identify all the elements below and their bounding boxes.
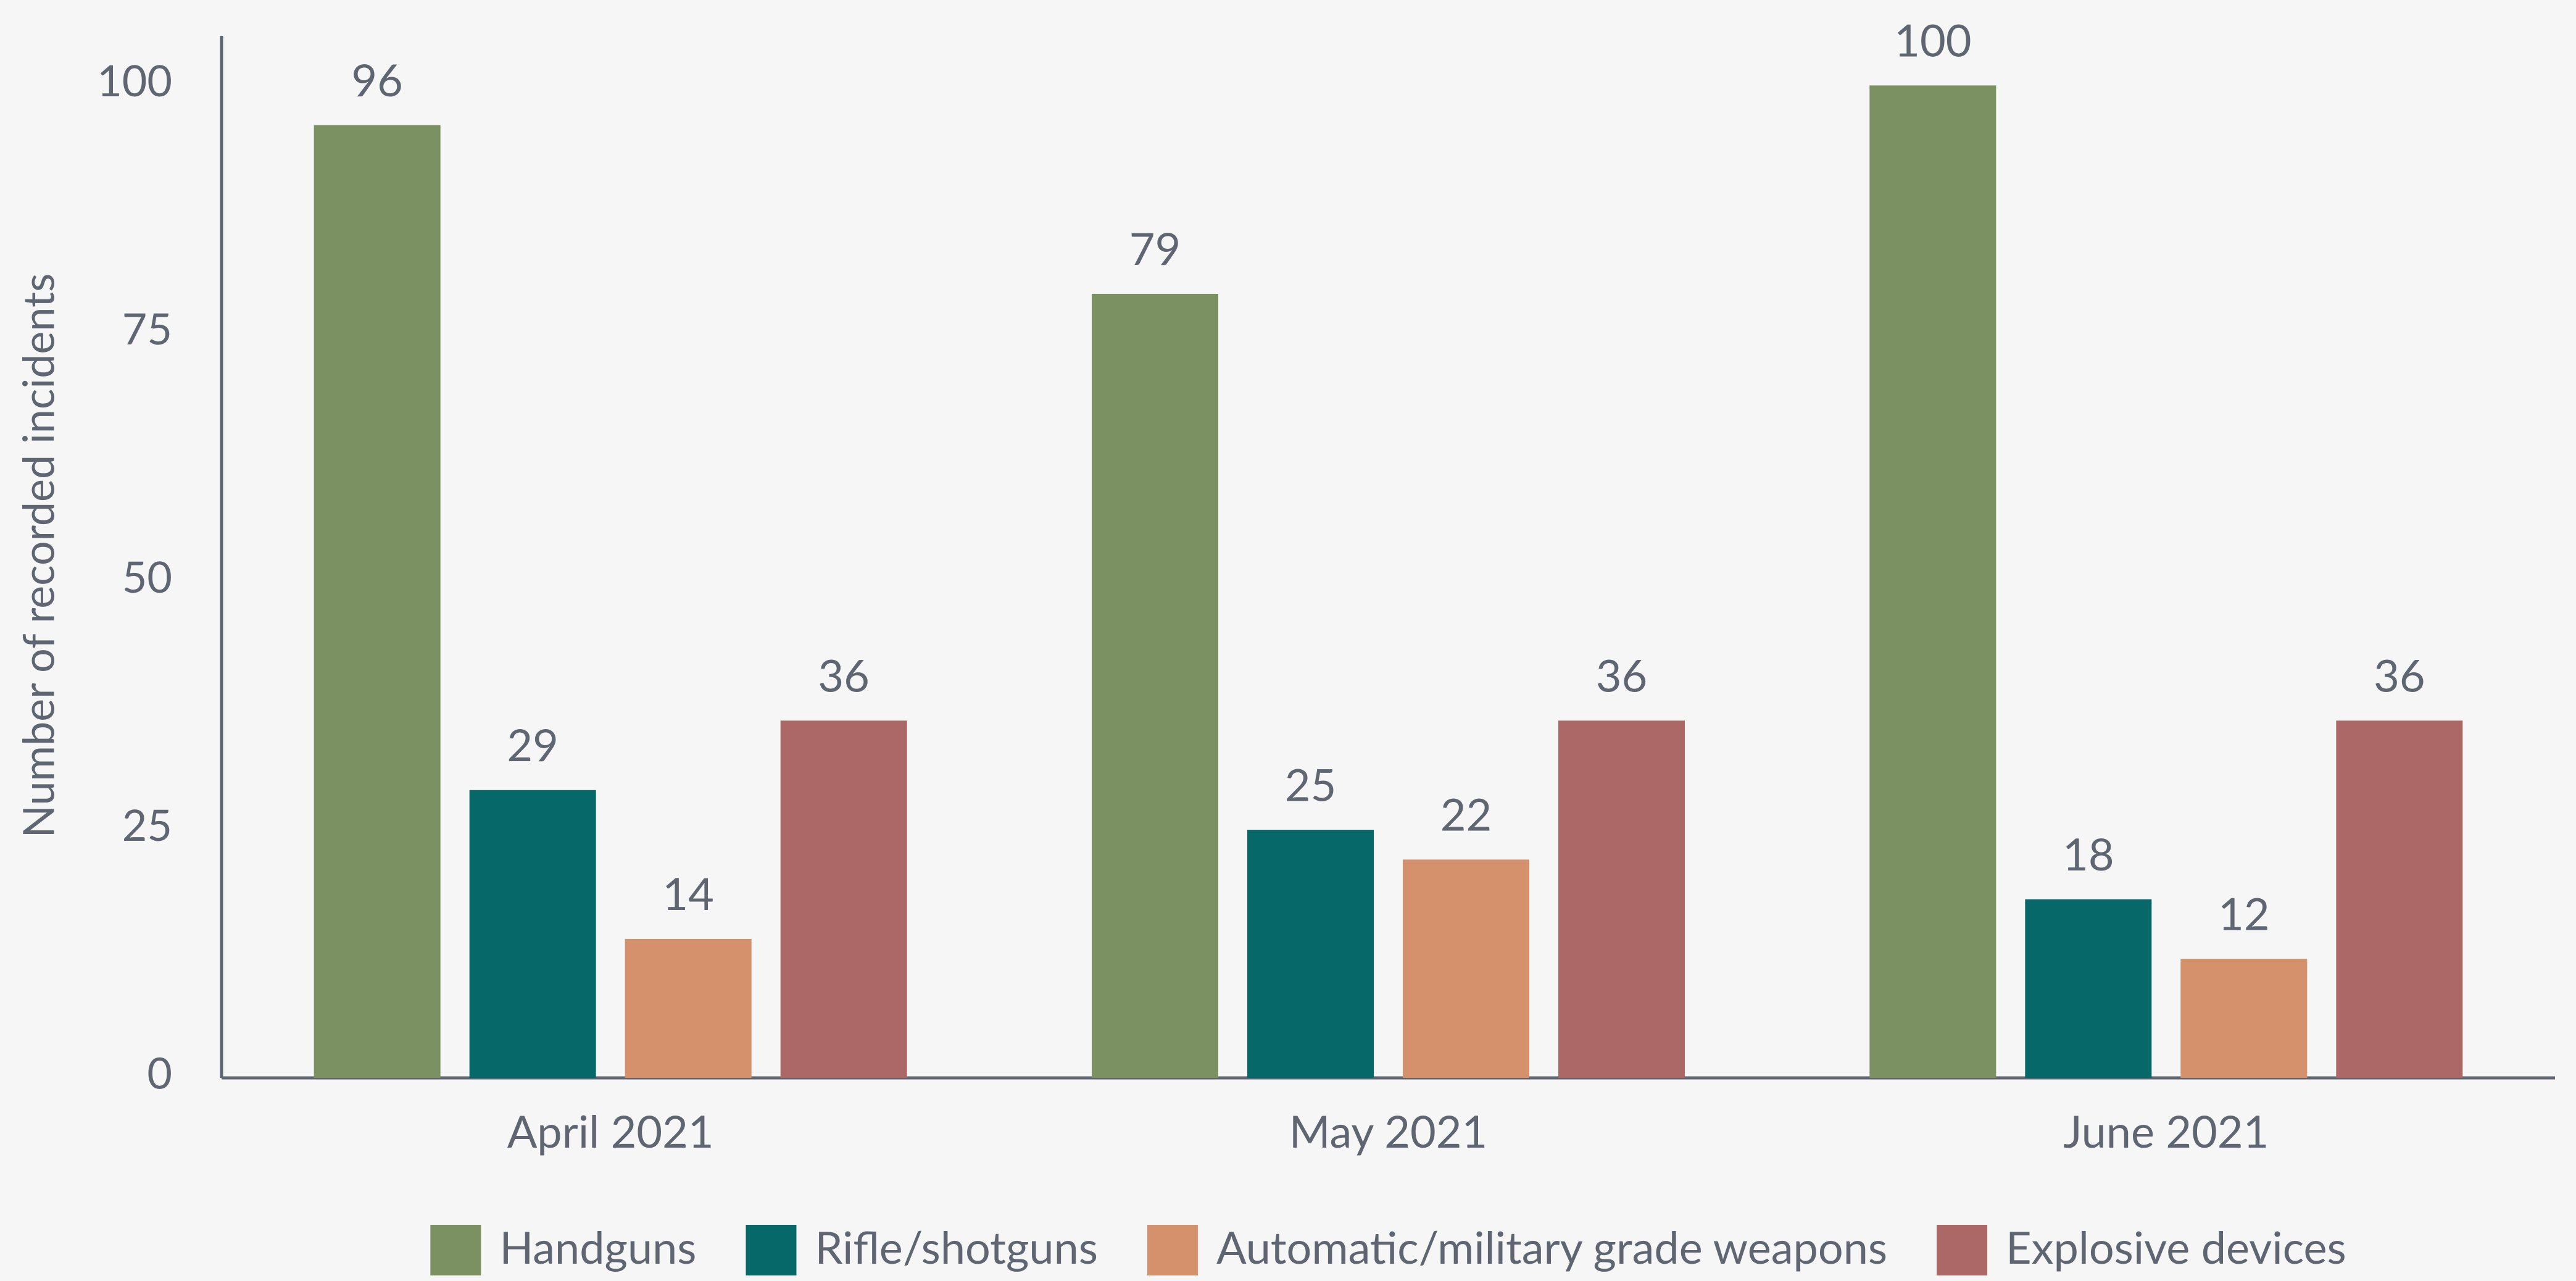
legend-label: Explosive devices [2006,1220,2346,1274]
x-tick-label: May 2021 [1289,1104,1488,1158]
bar [1869,85,1996,1078]
bar [2025,899,2152,1078]
data-label: 29 [507,718,559,771]
data-label: 100 [1894,14,1971,67]
bar [1403,859,1529,1078]
bar [469,790,596,1078]
legend-swatch [430,1225,481,1275]
legend-swatch [746,1225,797,1275]
bar [2180,959,2308,1078]
y-tick-label: 50 [122,550,172,602]
data-label: 36 [2374,648,2425,701]
data-label: 96 [351,53,403,106]
data-label: 36 [1596,648,1648,701]
bar [2336,720,2463,1078]
x-tick-label: June 2021 [2063,1104,2269,1158]
y-tick-label: 100 [97,54,172,106]
legend-swatch [1147,1225,1198,1275]
y-tick-label: 75 [122,302,172,354]
legend-label: Rifle/shotguns [815,1220,1097,1274]
legend-swatch [1937,1225,1988,1275]
data-label: 25 [1285,757,1337,811]
y-tick-label: 0 [147,1046,172,1098]
bar [1247,830,1374,1078]
x-tick-label: April 2021 [507,1104,714,1158]
bar [625,938,752,1078]
y-tick-label: 25 [122,798,172,850]
data-label: 79 [1129,222,1181,275]
legend-label: Automatic/military grade weapons [1216,1220,1887,1274]
data-label: 14 [662,867,714,920]
bar [314,125,441,1079]
bar [1092,293,1218,1078]
data-label: 18 [2063,827,2114,880]
data-label: 22 [1440,788,1492,841]
y-axis-label: Number of recorded incidents [12,273,64,838]
bar [780,720,907,1078]
data-label: 12 [2218,887,2270,940]
legend-label: Handguns [499,1220,696,1274]
bar [1558,720,1685,1078]
data-label: 36 [818,648,870,701]
